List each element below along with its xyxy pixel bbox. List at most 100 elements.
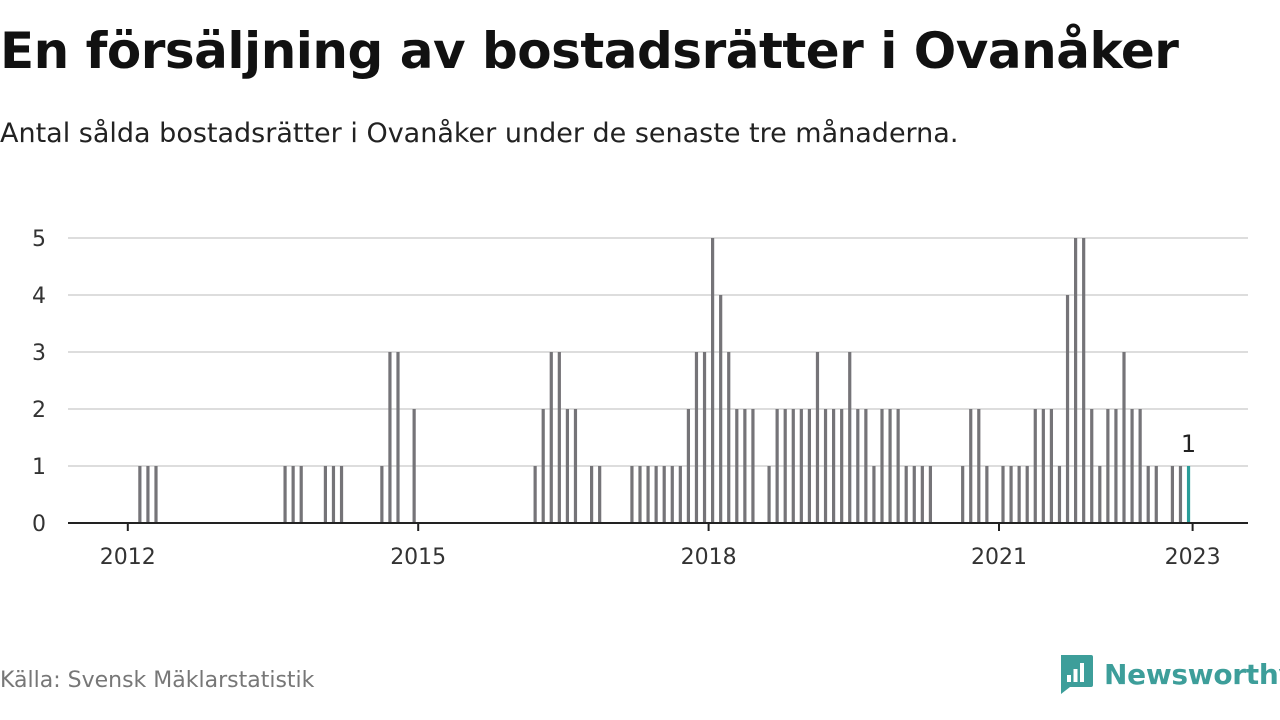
bar [904,466,908,523]
bar [1178,466,1183,523]
bar [1138,409,1142,523]
gridlines [68,237,1248,467]
newsworthy-logo-icon [1061,655,1093,694]
bar [807,409,812,523]
x-tick-label: 2018 [681,545,737,570]
bar [743,409,747,523]
bar [1082,238,1086,523]
bar [1009,466,1013,523]
bar [323,466,328,523]
bar [339,466,344,523]
bar [920,466,924,523]
bar [573,409,578,523]
bar [146,466,150,523]
bar [388,352,392,523]
y-tick-label: 4 [32,284,46,309]
bar [638,466,642,523]
bar [565,409,570,523]
bar [678,466,682,523]
chart-subtitle: Antal sålda bostadsrätter i Ovanåker und… [0,118,959,149]
bar [832,409,836,523]
x-tick-label: 2021 [971,545,1027,570]
bar [864,409,868,523]
bar [646,466,650,523]
bar [880,409,884,523]
bar [1154,466,1158,523]
labels: 0 1 2 3 4 5 2012 2015 2018 2021 2023 1 [32,227,1221,570]
bar [985,466,989,523]
brand-logo: Newsworthy [1058,652,1280,696]
bar [702,352,707,523]
bar [848,352,852,523]
bar [912,466,916,523]
bar [557,352,561,523]
bar [283,466,287,523]
bar [154,466,158,523]
bar [896,409,900,523]
bar [630,466,634,523]
bar [767,466,771,523]
bar [299,466,303,523]
bar [331,466,336,523]
bar [598,466,602,523]
bar [928,466,933,523]
bar [412,409,416,523]
brand-name: Newsworthy [1104,657,1280,691]
bar [840,409,844,523]
bar [711,238,715,523]
bar [1025,466,1029,523]
bar [380,466,384,523]
y-tick-label: 5 [32,227,46,252]
bar [1074,238,1078,523]
bar [719,295,723,523]
bar [791,409,795,523]
bar [1090,409,1094,523]
bar [775,409,779,523]
bar-chart: 0 1 2 3 4 5 2012 2015 2018 2021 2023 1 [32,227,1248,570]
x-tick-label: 2015 [390,545,446,570]
bar [1065,295,1070,523]
y-tick-label: 2 [32,398,46,423]
bar [799,409,803,523]
y-tick-label: 1 [32,455,46,480]
x-tick-label: 2012 [100,545,156,570]
bar [961,466,965,523]
bar-highlight [1186,466,1191,523]
bar [1098,466,1102,523]
bar [1017,466,1021,523]
bar [138,466,142,523]
bar [1057,466,1062,523]
bar [735,409,739,523]
bar [823,409,828,523]
bars [138,238,1191,523]
bar [662,466,666,523]
bar [727,352,731,523]
bar [1049,409,1054,523]
bar [1114,409,1118,523]
bar [751,409,755,523]
bar [815,352,820,523]
bar [1106,409,1110,523]
axes [68,522,1248,531]
bar [977,409,981,523]
bar [783,409,787,523]
bar [1001,466,1005,523]
bar [1041,409,1045,523]
bar [291,466,295,523]
bar [541,409,545,523]
chart-title: En försäljning av bostadsrätter i Ovanåk… [0,22,1179,80]
bar [1130,409,1134,523]
bar [590,466,594,523]
bar [694,352,699,523]
bar [670,466,674,523]
bar [654,466,658,523]
bar [1146,466,1150,523]
bar [549,352,553,523]
bar [686,409,691,523]
bar [872,466,876,523]
x-tick-label: 2023 [1165,545,1221,570]
y-tick-label: 0 [32,512,46,537]
bar [1170,466,1175,523]
bar [888,409,892,523]
bar [533,466,537,523]
